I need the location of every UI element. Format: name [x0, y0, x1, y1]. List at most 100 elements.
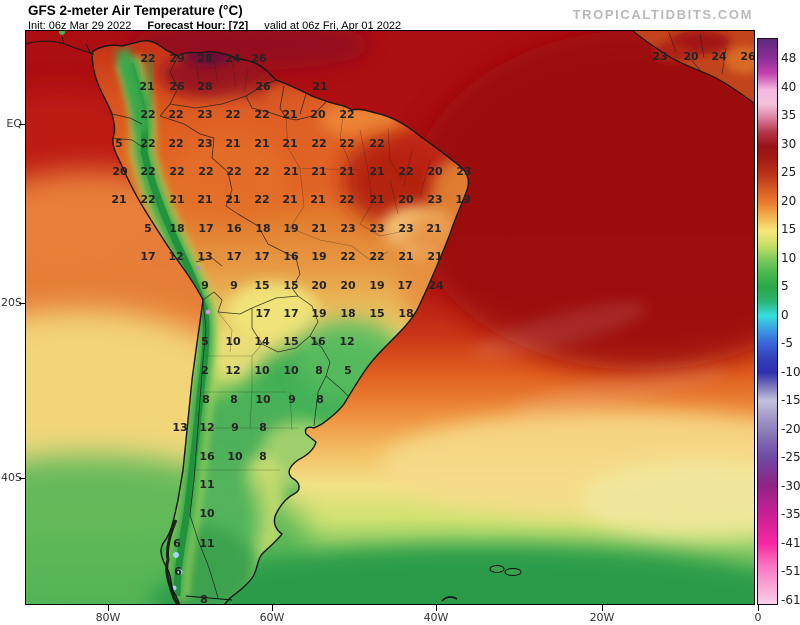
temp-value-label: 21 [139, 80, 154, 93]
temp-value-label: 15 [283, 279, 298, 292]
temp-value-label: 12 [339, 335, 354, 348]
temp-value-label: 8 [200, 593, 208, 606]
temp-value-label: 5 [144, 222, 152, 235]
lat-tick-mark [19, 303, 25, 304]
temp-value-label: 22 [369, 137, 384, 150]
lat-tick-label: 20S [1, 296, 22, 309]
lon-tick-label: 40W [423, 611, 449, 624]
africa-corner [631, 30, 755, 105]
temp-value-label: 17 [226, 250, 241, 263]
colorbar-tick-label: -35 [781, 507, 800, 521]
lon-tick-mark [436, 605, 437, 611]
temp-value-label: 14 [254, 335, 270, 348]
temp-value-label: 8 [315, 364, 323, 377]
lat-tick-mark [19, 478, 25, 479]
temp-value-label: 22 [311, 137, 326, 150]
temp-value-label: 22 [225, 108, 240, 121]
temp-value-label: 21 [426, 222, 441, 235]
temp-value-label: 22 [140, 52, 155, 65]
temp-value-label: 20 [340, 279, 356, 292]
colorbar-tick-label: 20 [781, 193, 797, 208]
temp-value-label: 29 [169, 52, 184, 65]
temp-value-label: 17 [198, 222, 213, 235]
temp-value-label: 9 [231, 421, 239, 434]
colorbar-tick-label: 48 [781, 51, 797, 65]
temp-value-label: 26 [255, 80, 271, 93]
temp-value-label: 22 [254, 108, 269, 121]
temp-value-label: 23 [197, 108, 212, 121]
temp-value-label: 21 [283, 165, 298, 178]
temp-value-label: 9 [288, 393, 296, 406]
temp-value-label: 23 [340, 222, 355, 235]
colorbar-tick-label: 30 [781, 136, 797, 151]
colorbar-tick-label: 15 [781, 222, 797, 236]
valid-time: valid at 06z Fri, Apr 01 2022 [264, 20, 402, 32]
temp-value-label: 9 [201, 279, 209, 292]
temp-value-label: 13 [197, 250, 212, 263]
temp-value-label: 22 [168, 137, 183, 150]
temp-value-label: 26 [251, 52, 267, 65]
map-frame [25, 30, 755, 605]
colorbar-tick-label: -25 [781, 450, 800, 464]
temp-value-label: 21 [311, 165, 326, 178]
temp-value-label: 6 [174, 565, 182, 578]
temp-value-label: 10 [227, 450, 243, 463]
temp-value-label: 23 [427, 193, 442, 206]
temp-value-label: 26 [740, 50, 756, 63]
temp-value-label: 22 [254, 165, 269, 178]
temp-value-label: 23 [369, 222, 384, 235]
temp-value-label: 15 [283, 335, 298, 348]
temp-value-label: 28 [197, 80, 212, 93]
temp-value-label: 17 [255, 307, 270, 320]
colorbar-tick-label: -10 [781, 364, 800, 379]
temp-value-label: 21 [282, 108, 297, 121]
forecast-hour: Forecast Hour: [72] [147, 20, 249, 32]
lon-tick-label: 20W [589, 611, 615, 624]
temp-value-label: 22 [140, 193, 155, 206]
lat-tick-label: 40S [1, 471, 22, 484]
temp-value-label: 16 [283, 250, 299, 263]
temp-value-label: 22 [340, 250, 355, 263]
tropicaltidbits-watermark: TROPICALTIDBITS.COM [572, 7, 753, 22]
state-borders [195, 59, 431, 471]
temp-value-label: 8 [259, 450, 267, 463]
temp-value-label: 21 [197, 193, 212, 206]
init-time: Init: 06z Mar 29 2022 [28, 20, 132, 32]
temp-value-label: 19 [311, 250, 326, 263]
temp-value-label: 9 [230, 279, 238, 292]
temp-value-label: 22 [140, 137, 155, 150]
temp-value-label: 21 [225, 193, 240, 206]
temp-value-label: 11 [199, 478, 214, 491]
temp-value-label: 8 [259, 421, 267, 434]
temp-value-label: 23 [398, 222, 413, 235]
temp-value-label: 24 [711, 50, 727, 63]
temp-value-label: 22 [369, 250, 384, 263]
colorbar-tick-label: 10 [781, 250, 797, 265]
colorbar-tick-label: -51 [781, 564, 800, 578]
temp-value-label: 21 [169, 193, 184, 206]
temp-value-label: 21 [111, 193, 126, 206]
temp-value-label: 20 [310, 108, 326, 121]
lon-tick-mark [602, 605, 603, 611]
temp-value-label: 26 [169, 80, 185, 93]
colorbar-tick-label: -15 [781, 393, 800, 407]
temp-value-label: 10 [283, 364, 299, 377]
temp-value-label: 16 [199, 450, 215, 463]
temp-value-label: 10 [225, 335, 241, 348]
temp-value-label: 5 [344, 364, 352, 377]
temp-value-label: 24 [225, 52, 241, 65]
temperature-colorbar [757, 38, 778, 605]
map-subtitle: Init: 06z Mar 29 2022 Forecast Hour: [72]… [28, 20, 417, 32]
colorbar-tick-label: 35 [781, 108, 797, 122]
lon-tick-label: 80W [95, 611, 121, 624]
temp-value-label: 17 [397, 279, 412, 292]
temp-value-label: 20 [112, 165, 128, 178]
lon-tick-mark [758, 605, 759, 611]
temp-value-label: 19 [283, 222, 298, 235]
temp-value-label: 24 [428, 279, 444, 292]
temp-value-label: 12 [199, 421, 214, 434]
temp-value-label: 23 [652, 50, 667, 63]
